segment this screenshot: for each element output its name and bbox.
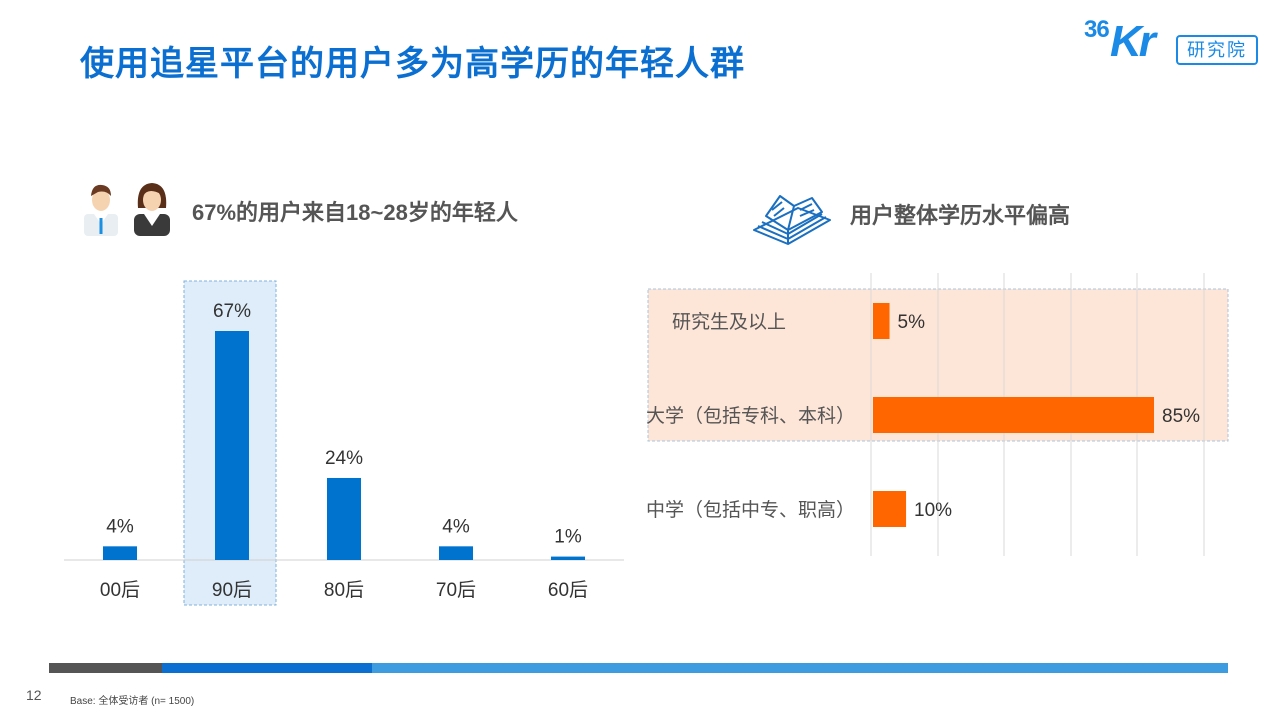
- age-bar-80后: [327, 477, 361, 560]
- education-category-label: 大学（包括专科、本科）: [646, 405, 855, 427]
- education-chart-title: 用户整体学历水平偏高: [850, 203, 1071, 228]
- education-value-label: 5%: [898, 312, 926, 333]
- footer-bar-lightblue: [372, 663, 1228, 673]
- age-category-label: 80后: [324, 579, 364, 601]
- age-value-label: 4%: [442, 516, 470, 537]
- education-value-label: 10%: [914, 500, 952, 521]
- education-bar-2: [873, 491, 907, 527]
- education-bar-1: [873, 397, 1154, 433]
- logo-kr-text: Kr: [1110, 17, 1156, 66]
- education-category-label: 中学（包括中专、职高）: [646, 499, 855, 521]
- age-category-label: 90后: [212, 579, 252, 601]
- education-value-label: 85%: [1162, 406, 1200, 427]
- base-footnote: Base: 全体受访者 (n= 1500): [70, 696, 195, 707]
- age-value-label: 24%: [325, 448, 363, 469]
- age-value-label: 1%: [554, 527, 582, 548]
- male-female-users-icon: [84, 183, 170, 236]
- age-value-label: 67%: [213, 301, 251, 322]
- age-value-label: 4%: [106, 516, 134, 537]
- age-category-label: 00后: [100, 579, 140, 601]
- page-number: 12: [26, 687, 42, 703]
- footer-bar-gray: [49, 663, 162, 673]
- education-bar-0: [873, 303, 890, 339]
- education-category-label: 研究生及以上: [672, 311, 786, 333]
- open-book-icon: [753, 195, 831, 245]
- age-bar-70后: [439, 546, 473, 560]
- age-category-label: 60后: [548, 579, 588, 601]
- page-title: 使用追星平台的用户多为高学历的年轻人群: [80, 45, 745, 83]
- brand-logo: 36 Kr 研究院: [1084, 16, 1260, 66]
- logo-institute-label: 研究院: [1176, 35, 1258, 65]
- footer-bar-blue: [162, 663, 372, 673]
- age-chart-title: 67%的用户来自18~28岁的年轻人: [192, 200, 518, 225]
- logo-36-text: 36: [1084, 16, 1110, 43]
- age-bar-90后: [215, 331, 249, 560]
- age-category-label: 70后: [436, 579, 476, 601]
- age-bar-00后: [103, 546, 137, 560]
- age-bar-60后: [551, 556, 585, 560]
